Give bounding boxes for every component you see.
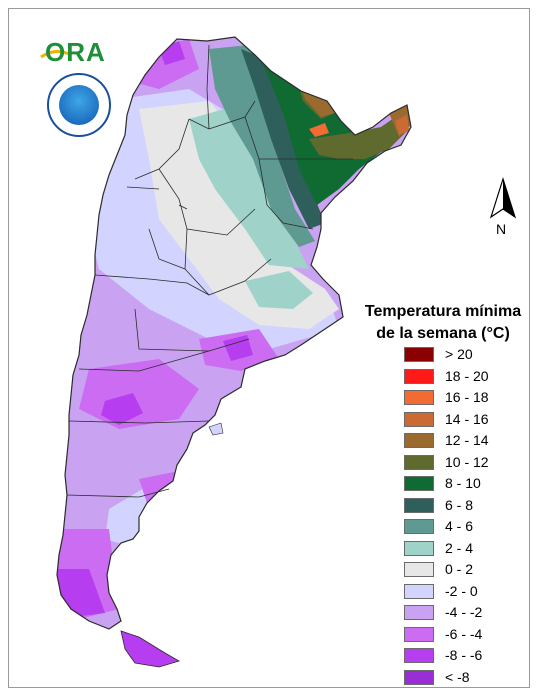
legend-item: 12 - 14 (401, 431, 521, 453)
province-borders (56, 36, 412, 630)
legend-swatch (404, 626, 434, 642)
legend-item: -8 - -6 (401, 646, 521, 668)
legend-label: > 20 (445, 346, 473, 362)
ora-logo-text: ORA (45, 37, 106, 67)
legend-item: -4 - -2 (401, 603, 521, 625)
legend-swatch (404, 476, 434, 491)
legend-item: 10 - 12 (401, 453, 521, 475)
legend: > 20 18 - 20 16 - 18 14 - 16 12 - 14 10 - 12 8… (401, 345, 521, 688)
legend-label: -6 - -4 (445, 625, 483, 642)
legend-swatch (404, 390, 434, 405)
legend-swatch (404, 669, 434, 685)
legend-title-line2: de la semana (°C) (376, 325, 510, 342)
legend-item: -2 - 0 (401, 582, 521, 604)
legend-swatch (404, 540, 434, 556)
legend-label: 4 - 6 (445, 518, 474, 534)
legend-label: 8 - 10 (445, 475, 481, 491)
agency-seal-icon (47, 73, 111, 137)
legend-swatch (404, 497, 434, 513)
legend-swatch (404, 454, 434, 470)
legend-swatch (404, 648, 434, 663)
legend-swatch (404, 368, 434, 384)
legend-label: -8 - -6 (445, 647, 483, 663)
legend-item: 18 - 20 (401, 367, 521, 389)
legend-item: 6 - 8 (401, 496, 521, 518)
legend-label: -2 - 0 (445, 582, 478, 599)
legend-item: 8 - 10 (401, 474, 521, 496)
legend-item: 0 - 2 (401, 560, 521, 582)
legend-label: 12 - 14 (445, 432, 489, 448)
legend-swatch (404, 433, 434, 448)
legend-swatch (404, 562, 434, 577)
legend-item: < -8 (401, 668, 521, 688)
coastal-island (208, 422, 224, 436)
map-frame: ORA N Temperatura mínima de la semana (°… (8, 8, 530, 688)
legend-swatch (404, 347, 434, 362)
legend-item: 14 - 16 (401, 410, 521, 432)
legend-label: 16 - 18 (445, 389, 489, 405)
ora-logo: ORA (39, 37, 119, 69)
legend-swatch (404, 411, 434, 427)
legend-label: -4 - -2 (445, 604, 483, 620)
legend-label: 18 - 20 (445, 367, 489, 384)
ora-swoosh-icon (40, 50, 72, 59)
legend-swatch (404, 583, 434, 599)
legend-title-line1: Temperatura mínima (364, 303, 522, 320)
legend-label: 14 - 16 (445, 410, 489, 427)
legend-swatch (404, 605, 434, 620)
temperature-map (56, 36, 412, 668)
legend-title: Temperatura mínima de la semana (°C) (353, 301, 529, 345)
legend-swatch (404, 519, 434, 534)
north-label: N (496, 221, 507, 237)
legend-item: 16 - 18 (401, 388, 521, 410)
legend-item: 2 - 4 (401, 539, 521, 561)
north-arrow-icon (489, 177, 517, 219)
legend-label: 0 - 2 (445, 561, 474, 577)
legend-label: 10 - 12 (445, 453, 489, 470)
legend-item: > 20 (401, 345, 521, 367)
legend-item: 4 - 6 (401, 517, 521, 539)
north-arrow: N (485, 177, 521, 241)
legend-label: < -8 (445, 668, 470, 685)
legend-item: -6 - -4 (401, 625, 521, 647)
legend-label: 2 - 4 (445, 539, 474, 556)
tierra-del-fuego (120, 630, 181, 668)
legend-label: 6 - 8 (445, 496, 474, 513)
